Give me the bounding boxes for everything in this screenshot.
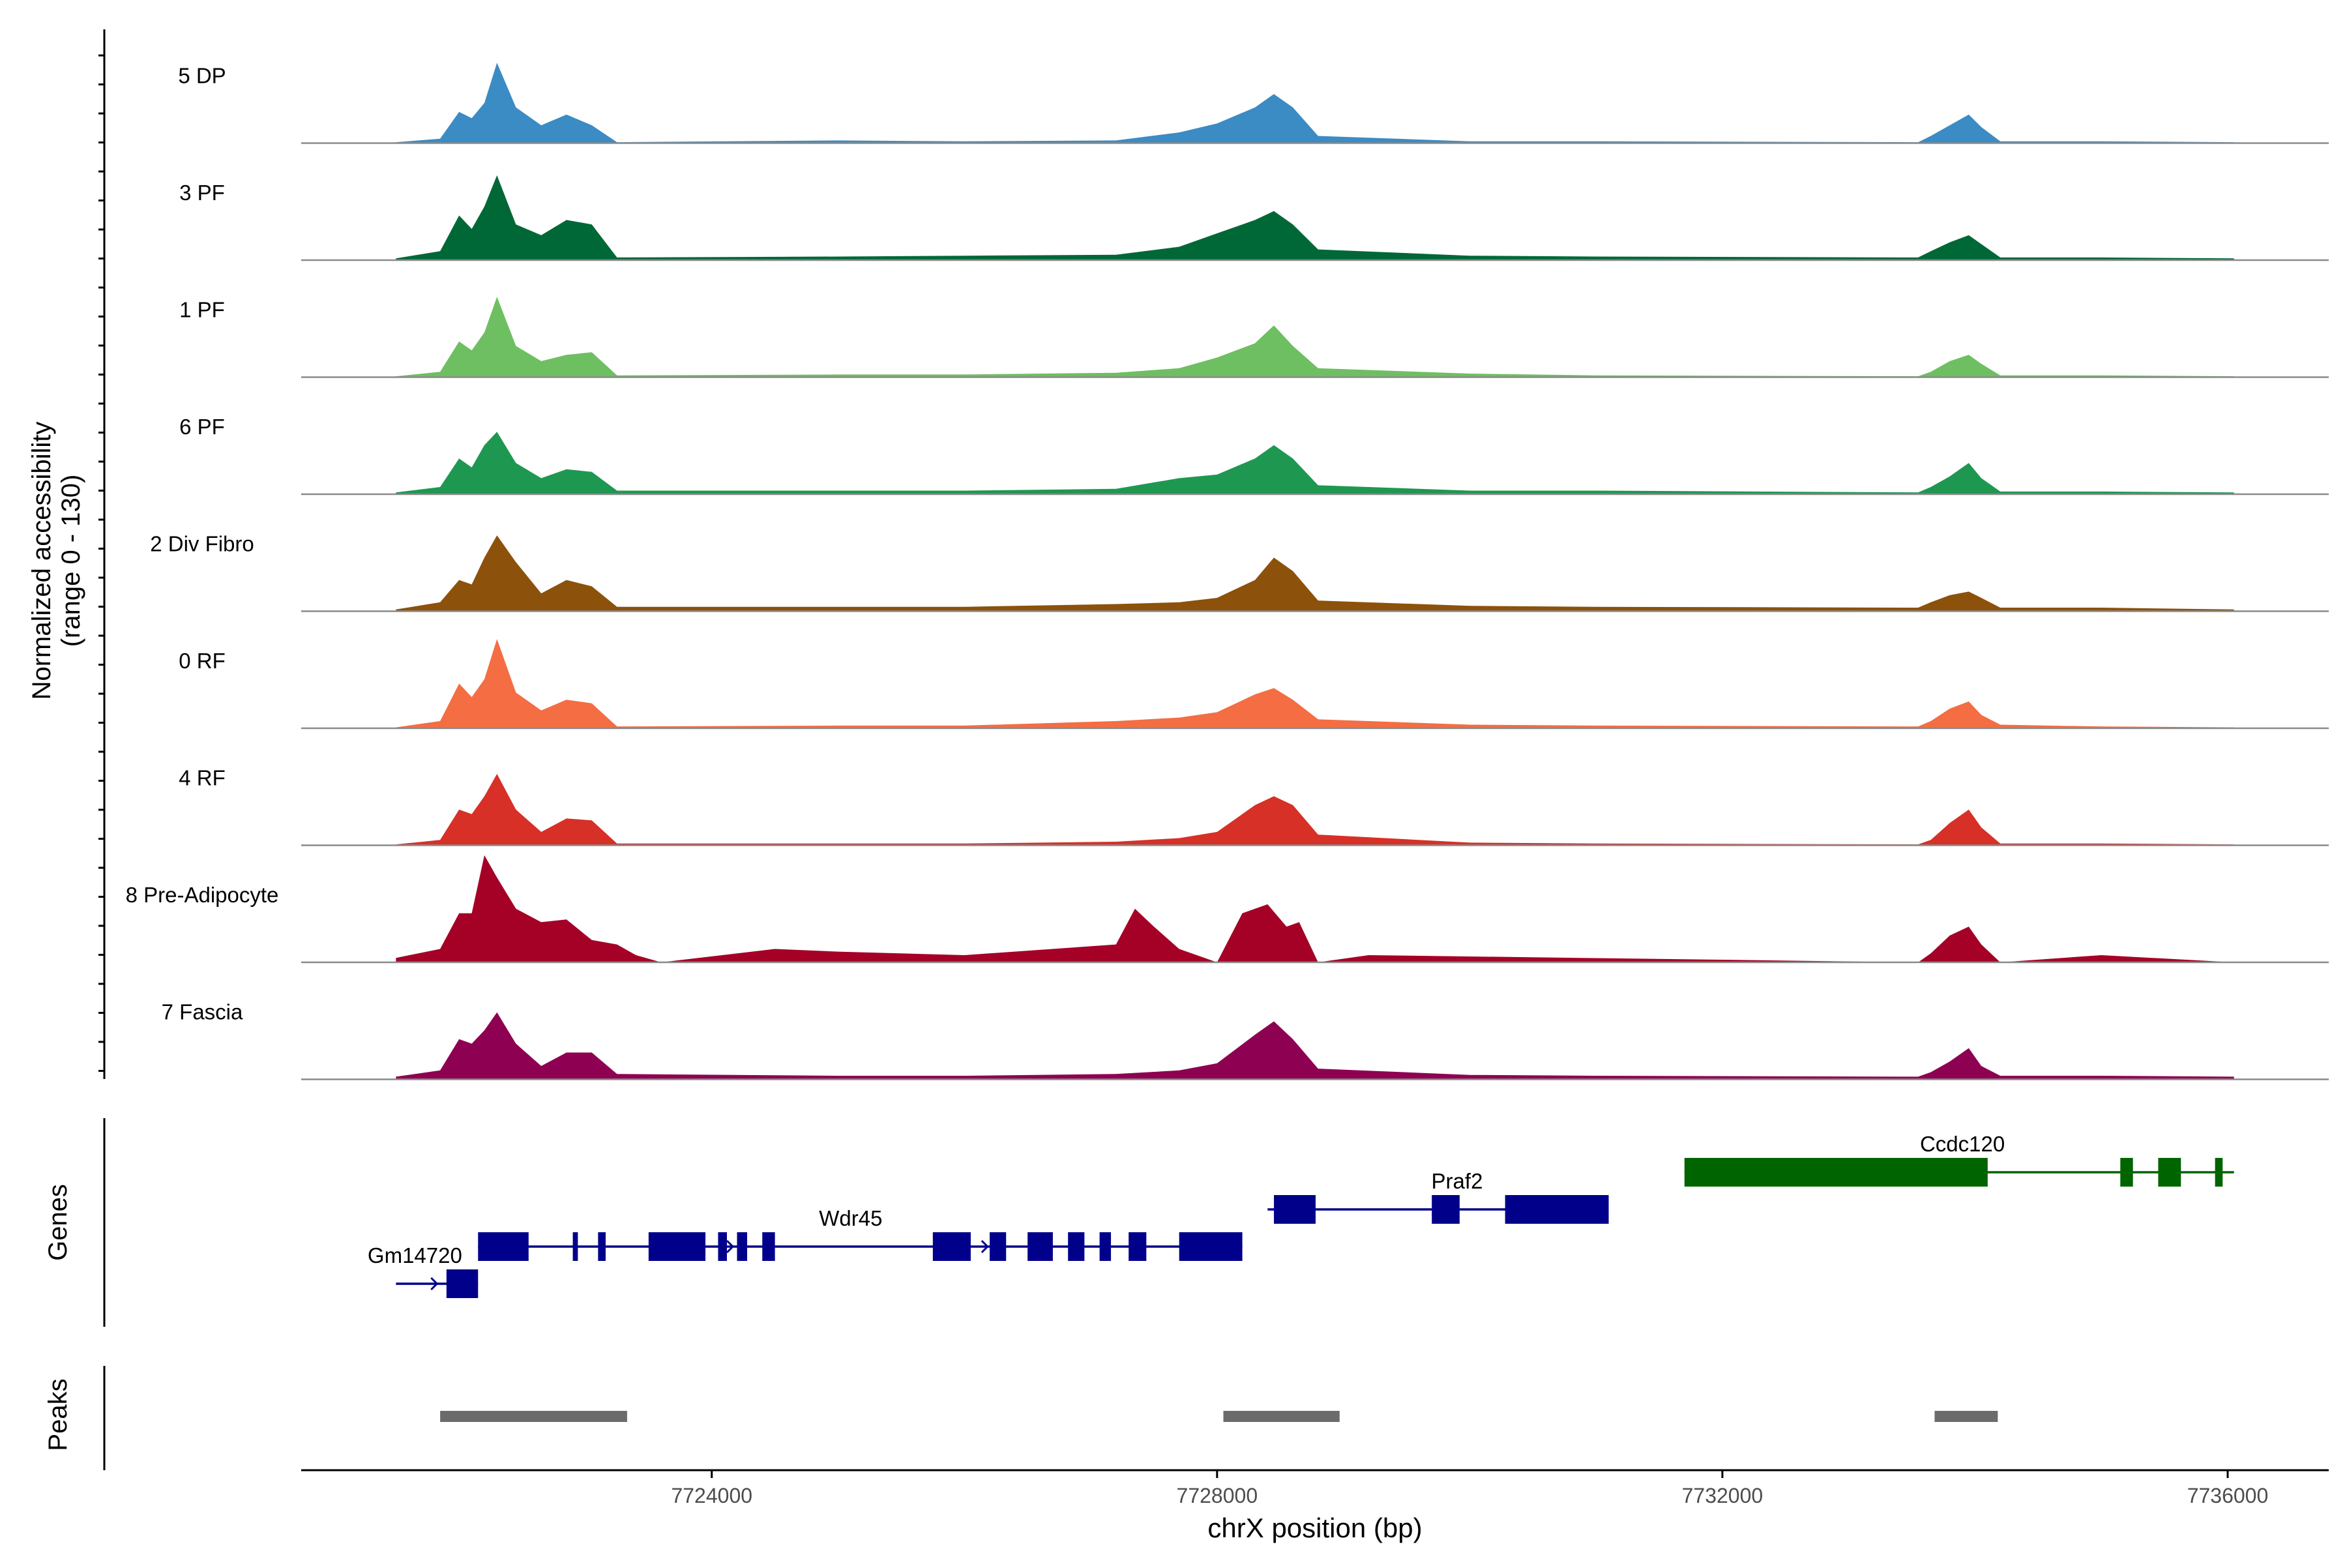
x-tick-label: 7728000: [1177, 1484, 1258, 1507]
track-label-5-dp: 5 DP: [178, 64, 226, 88]
track-label-3-pf: 3 PF: [179, 181, 225, 205]
track-label-7-fascia: 7 Fascia: [162, 1000, 243, 1024]
track-4-rf: 4 RF: [179, 766, 2329, 846]
track-2-div-fibro: 2 Div Fibro: [150, 532, 2329, 612]
exon: [1068, 1232, 1085, 1261]
track-label-1-pf: 1 PF: [179, 298, 225, 322]
track-6-pf: 6 PF: [179, 415, 2329, 496]
track-1-pf: 1 PF: [179, 297, 2329, 378]
coverage-area-3-pf: [396, 175, 2234, 260]
coverage-area-5-dp: [396, 63, 2234, 143]
exon: [718, 1232, 728, 1261]
x-tick-label: 7736000: [2187, 1484, 2269, 1507]
coverage-area-8-pre-adipocyte: [396, 855, 2234, 962]
coverage-area-1-pf: [396, 297, 2234, 377]
peak-region: [1223, 1411, 1340, 1422]
peak-region: [1934, 1411, 1998, 1422]
exon: [572, 1232, 578, 1261]
genes-track-label: Genes: [44, 1184, 72, 1261]
track-label-6-pf: 6 PF: [179, 415, 225, 439]
coverage-area-0-rf: [396, 639, 2234, 728]
track-3-pf: 3 PF: [179, 175, 2329, 261]
gene-wdr45: Wdr45: [478, 1206, 1243, 1261]
y-axis: [98, 29, 106, 1079]
exon: [2120, 1158, 2133, 1187]
x-axis-title: chrX position (bp): [1207, 1513, 1422, 1543]
coverage-area-4-rf: [396, 774, 2234, 846]
coverage-area-7-fascia: [396, 1012, 2234, 1080]
exon: [990, 1232, 1007, 1261]
exon: [1129, 1232, 1147, 1261]
exon: [737, 1232, 748, 1261]
exon: [2158, 1158, 2181, 1187]
exon: [2215, 1158, 2223, 1187]
track-7-fascia: 7 Fascia: [162, 1000, 2329, 1080]
exon: [598, 1232, 606, 1261]
coverage-area-6-pf: [396, 432, 2234, 494]
gene-label-wdr45: Wdr45: [819, 1206, 882, 1230]
x-tick-label: 7732000: [1682, 1484, 1764, 1507]
track-5-dp: 5 DP: [178, 63, 2329, 144]
exon: [1684, 1158, 1988, 1187]
y-axis-title-line1: Normalized accessibility: [27, 422, 56, 700]
exon: [1505, 1195, 1609, 1224]
exon: [1099, 1232, 1112, 1261]
strand-arrow: [726, 1239, 735, 1254]
track-label-0-rf: 0 RF: [179, 649, 226, 673]
y-axis-title-line2: (range 0 - 130): [57, 475, 85, 647]
exon: [446, 1269, 479, 1298]
peak-region: [440, 1411, 627, 1422]
gene-label-ccdc120: Ccdc120: [1920, 1132, 2005, 1156]
track-label-4-rf: 4 RF: [179, 766, 226, 790]
track-0-rf: 0 RF: [179, 639, 2329, 730]
exon: [762, 1232, 775, 1261]
gene-label-praf2: Praf2: [1432, 1169, 1483, 1193]
gene-praf2: Praf2: [1267, 1169, 1609, 1224]
exon: [1179, 1232, 1243, 1261]
gene-track: Wdr45 Gm14720 Praf2 Ccdc120: [103, 1118, 2234, 1327]
x-tick-label: 7724000: [671, 1484, 752, 1507]
strand-arrow: [430, 1277, 439, 1291]
gene-gm14720: Gm14720: [368, 1243, 479, 1298]
track-label-8-pre-adipocyte: 8 Pre-Adipocyte: [126, 883, 279, 907]
coverage-area-2-div-fibro: [396, 535, 2234, 612]
exon: [932, 1232, 971, 1261]
exon: [1027, 1232, 1053, 1261]
strand-arrow: [981, 1239, 989, 1254]
exon: [1432, 1195, 1460, 1224]
track-label-2-div-fibro: 2 Div Fibro: [150, 532, 254, 556]
x-axis: 7724000 7728000 7732000 7736000: [301, 1469, 2329, 1507]
exon: [1274, 1195, 1316, 1224]
exon: [648, 1232, 706, 1261]
coverage-tracks: 5 DP 3 PF 1 PF 6 PF 2 Div Fibro 0 RF 4 RF 8 Pre…: [126, 63, 2329, 1080]
track-8-pre-adipocyte: 8 Pre-Adipocyte: [126, 855, 2329, 964]
peaks-track-label: Peaks: [44, 1378, 72, 1451]
peak-track: [103, 1366, 1998, 1470]
gene-label-gm14720: Gm14720: [368, 1243, 462, 1267]
exon: [478, 1232, 529, 1261]
gene-ccdc120: Ccdc120: [1684, 1132, 2234, 1187]
